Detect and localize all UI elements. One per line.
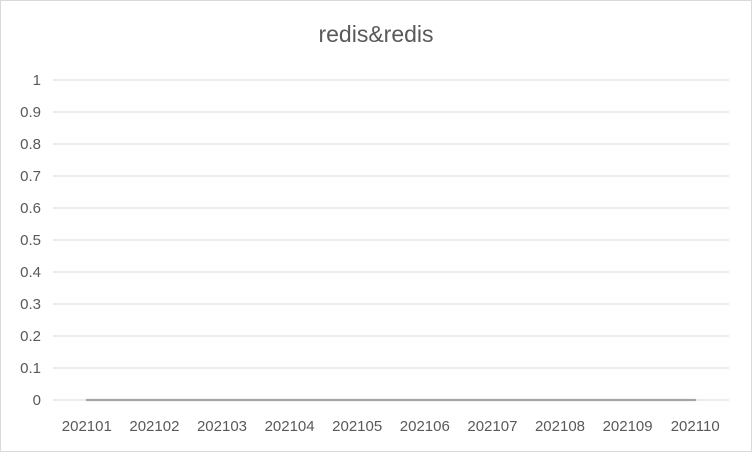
x-tick-label: 202105: [332, 418, 382, 435]
x-tick-label: 202109: [603, 418, 653, 435]
x-tick-label: 202110: [671, 418, 720, 435]
x-tick-label: 202104: [265, 418, 315, 435]
y-tick-label: 0.9: [20, 104, 41, 121]
x-tick-label: 202107: [467, 418, 517, 435]
y-tick-label: 0.3: [20, 296, 41, 313]
y-tick-label: 0: [33, 392, 41, 409]
y-tick-label: 0.4: [20, 264, 41, 281]
y-tick-label: 0.6: [20, 200, 41, 217]
y-tick-label: 0.5: [20, 232, 41, 249]
x-tick-label: 202102: [129, 418, 179, 435]
y-tick-label: 1: [33, 72, 41, 89]
x-tick-label: 202101: [62, 418, 112, 435]
y-tick-label: 0.8: [20, 136, 41, 153]
x-tick-label: 202106: [400, 418, 450, 435]
y-tick-label: 0.7: [20, 168, 41, 185]
y-tick-label: 0.2: [20, 328, 41, 345]
chart-title: redis&redis: [318, 21, 434, 47]
y-tick-label: 0.1: [20, 360, 41, 377]
x-tick-label: 202108: [535, 418, 585, 435]
x-tick-label: 202103: [197, 418, 247, 435]
